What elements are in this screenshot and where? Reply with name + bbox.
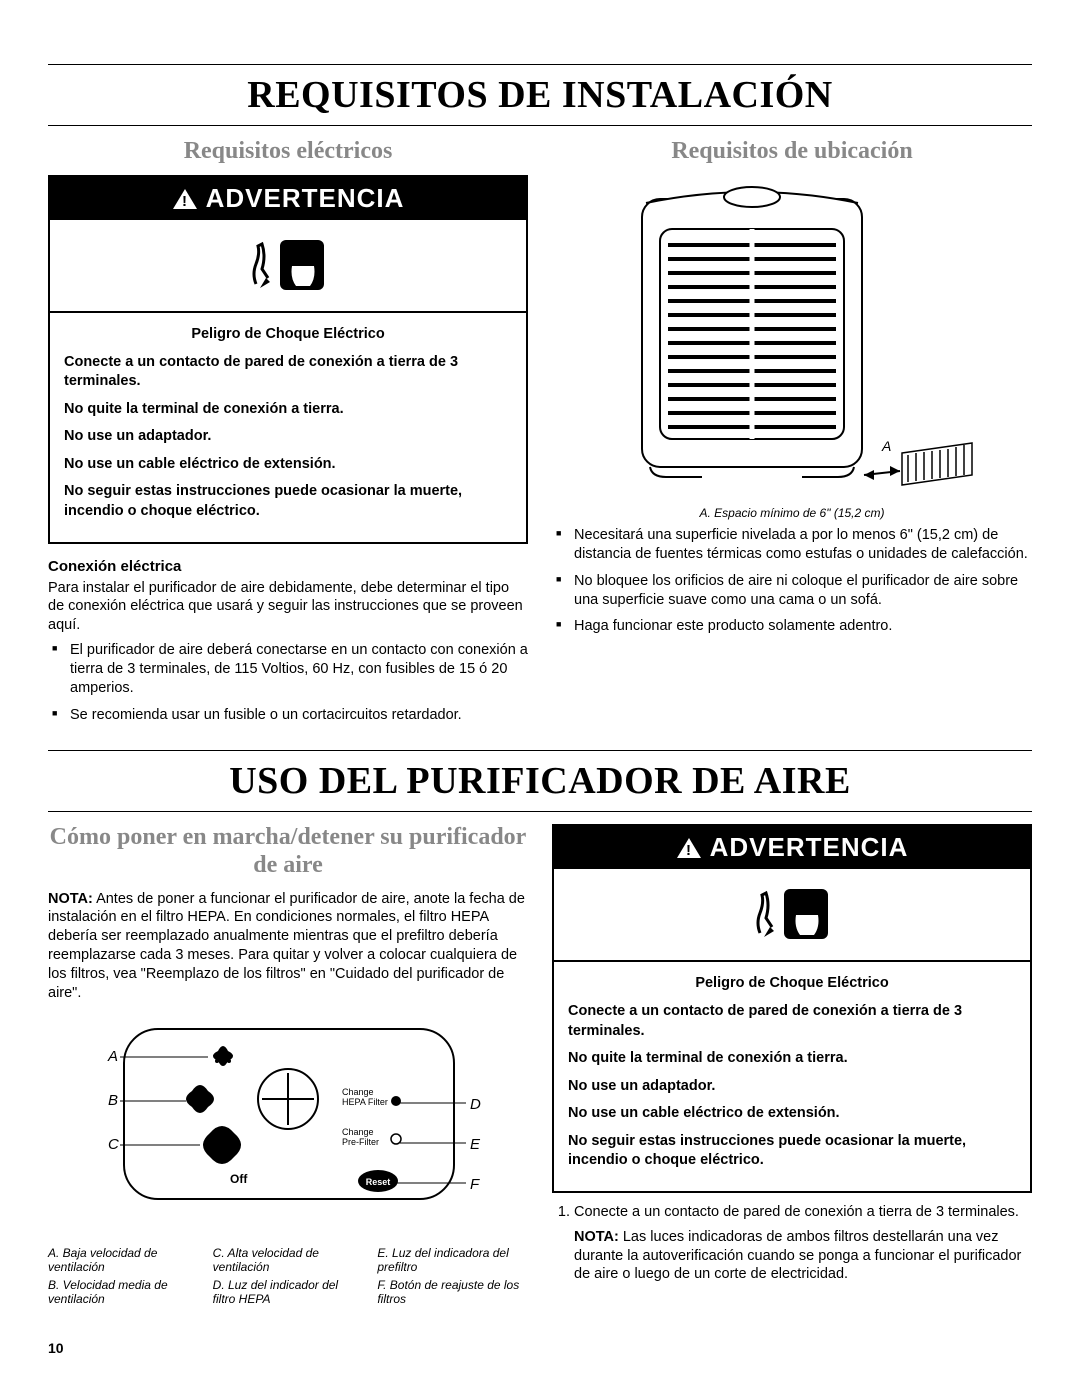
warning-p2: Conecte a un contacto de pared de conexi… (568, 1002, 1016, 1041)
legend-row: A. Baja velocidad de ventilación B. Velo… (48, 1246, 528, 1310)
svg-text:Pre-Filter: Pre-Filter (342, 1137, 379, 1147)
warning-p3: No quite la terminal de conexión a tierr… (568, 1049, 1016, 1069)
warning-p6: No seguir estas instrucciones puede ocas… (568, 1132, 1016, 1171)
bullets-location: Necesitará una superficie nivelada a por… (552, 526, 1032, 636)
control-panel-icon: A B C D E F Off Change HEPA Filter Cha (78, 1021, 498, 1231)
warning-p5: No use un cable eléctrico de extensión. (64, 455, 512, 475)
warning-triangle-icon: ! (676, 837, 702, 859)
warning-p4: No use un adaptador. (568, 1077, 1016, 1097)
page-number: 10 (48, 1340, 1032, 1356)
heading-conexion: Conexión eléctrica (48, 558, 528, 575)
warning-p2: Conecte a un contacto de pared de conexi… (64, 353, 512, 392)
divider (48, 125, 1032, 126)
legend-f: F. Botón de reajuste de los filtros (377, 1278, 528, 1306)
divider (48, 750, 1032, 751)
divider (48, 64, 1032, 65)
section-title-installation: REQUISITOS DE INSTALACIÓN (48, 73, 1032, 117)
para-conexion: Para instalar el purificador de aire deb… (48, 579, 528, 636)
panel-reset: Reset (366, 1177, 391, 1187)
purifier-icon: A (602, 175, 982, 495)
legend-b: B. Velocidad media de ventilación (48, 1278, 199, 1306)
warning-p5: No use un cable eléctrico de extensión. (568, 1104, 1016, 1124)
col-electrical: Requisitos eléctricos ! ADVERTENCIA Peli… (48, 130, 528, 732)
panel-pre: Change (342, 1127, 374, 1137)
warning-p3: No quite la terminal de conexión a tierr… (64, 400, 512, 420)
warning-triangle-icon: ! (172, 188, 198, 210)
svg-text:!: ! (686, 842, 692, 859)
col-warning-steps: ! ADVERTENCIA Peligro de Choque Eléctric… (552, 816, 1032, 1309)
nota-label: NOTA: (574, 1229, 619, 1245)
warning-p1: Peligro de Choque Eléctrico (568, 974, 1016, 994)
caption-clearance: A. Espacio mínimo de 6" (15,2 cm) (552, 506, 1032, 520)
bullet: El purificador de aire deberá conectarse… (48, 641, 528, 698)
panel-f: F (470, 1176, 480, 1193)
panel-off: Off (230, 1172, 248, 1186)
bullet: Se recomienda usar un fusible o un corta… (48, 706, 528, 725)
subtitle-electrical: Requisitos eléctricos (48, 138, 528, 165)
step-1: Conecte a un contacto de pared de conexi… (574, 1203, 1032, 1222)
col-location: Requisitos de ubicación (552, 130, 1032, 732)
panel-b: B (108, 1092, 118, 1109)
divider (48, 811, 1032, 812)
warning-label: ADVERTENCIA (206, 183, 405, 214)
warning-p6: No seguir estas instrucciones puede ocas… (64, 482, 512, 521)
shock-hand-icon (248, 234, 328, 296)
warning-p1: Peligro de Choque Eléctrico (64, 325, 512, 345)
panel-e: E (470, 1136, 481, 1153)
warning-p4: No use un adaptador. (64, 427, 512, 447)
panel-c: C (108, 1136, 119, 1153)
legend-c: C. Alta velocidad de ventilación (213, 1246, 364, 1274)
subtitle-location: Requisitos de ubicación (552, 138, 1032, 165)
svg-text:HEPA Filter: HEPA Filter (342, 1097, 388, 1107)
warning-label: ADVERTENCIA (710, 832, 909, 863)
warning-header: ! ADVERTENCIA (50, 177, 526, 220)
shock-icon-row (554, 869, 1030, 962)
bullet: Haga funcionar este producto solamente a… (552, 617, 1032, 636)
bullet: No bloquee los orificios de aire ni colo… (552, 572, 1032, 610)
step-list: Conecte a un contacto de pared de conexi… (552, 1203, 1032, 1222)
col-start-stop: Cómo poner en marcha/detener su purifica… (48, 816, 528, 1309)
section-title-use: USO DEL PURIFICADOR DE AIRE (48, 759, 1032, 803)
warning-header: ! ADVERTENCIA (554, 826, 1030, 869)
control-panel-illustration: A B C D E F Off Change HEPA Filter Cha (48, 1021, 528, 1236)
shock-icon-row (50, 220, 526, 313)
panel-hepa: Change (342, 1087, 374, 1097)
label-a: A (881, 438, 891, 454)
svg-text:!: ! (182, 193, 188, 210)
legend-a: A. Baja velocidad de ventilación (48, 1246, 199, 1274)
purifier-illustration: A A. Espacio mínimo de 6" (15,2 cm) (552, 175, 1032, 520)
nota-text: Las luces indicadoras de ambos filtros d… (574, 1229, 1021, 1283)
nota-label: NOTA: (48, 891, 93, 907)
shock-hand-icon (752, 883, 832, 945)
warning-box-2: ! ADVERTENCIA Peligro de Choque Eléctric… (552, 824, 1032, 1193)
legend-e: E. Luz del indicadora del prefiltro (377, 1246, 528, 1274)
warning-text-2: Peligro de Choque Eléctrico Conecte a un… (554, 962, 1030, 1191)
nota-text: Antes de poner a funcionar el purificado… (48, 891, 525, 1001)
subtitle-start-stop: Cómo poner en marcha/detener su purifica… (48, 824, 528, 879)
panel-d: D (470, 1096, 481, 1113)
bullet: Necesitará una superficie nivelada a por… (552, 526, 1032, 564)
warning-box-1: ! ADVERTENCIA Peligro de Choque Eléctric… (48, 175, 528, 544)
nota-para: NOTA: Antes de poner a funcionar el puri… (48, 890, 528, 1003)
bullets-electrical: El purificador de aire deberá conectarse… (48, 641, 528, 724)
panel-a: A (107, 1048, 118, 1065)
warning-text-1: Peligro de Choque Eléctrico Conecte a un… (50, 313, 526, 542)
nota-2: NOTA: Las luces indicadoras de ambos fil… (552, 1228, 1032, 1285)
legend-d: D. Luz del indicador del filtro HEPA (213, 1278, 364, 1306)
